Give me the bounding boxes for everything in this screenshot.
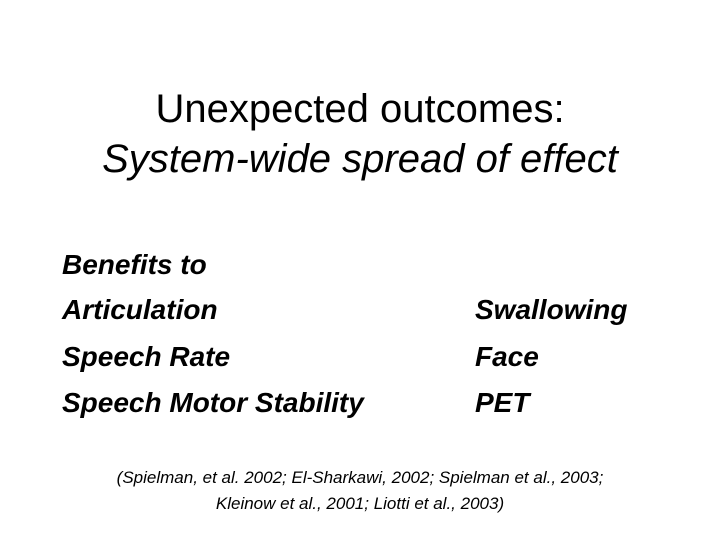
benefit-swallowing: Swallowing [475,294,628,325]
benefit-speech-rate: Speech Rate [62,341,231,372]
slide-subtitle: System-wide spread of effect [102,137,618,181]
slide-title: Unexpected outcomes: [155,87,565,131]
benefit-face: Face [475,341,539,372]
benefit-pet: PET [475,387,530,418]
benefits-heading: Benefits to [62,249,207,280]
citation-line-1: (Spielman, et al. 2002; El-Sharkawi, 200… [116,468,604,487]
benefit-articulation: Articulation [62,294,218,325]
benefit-speech-motor-stability: Speech Motor Stability [62,387,364,418]
citation-line-2: Kleinow et al., 2001; Liotti et al., 200… [215,494,505,513]
